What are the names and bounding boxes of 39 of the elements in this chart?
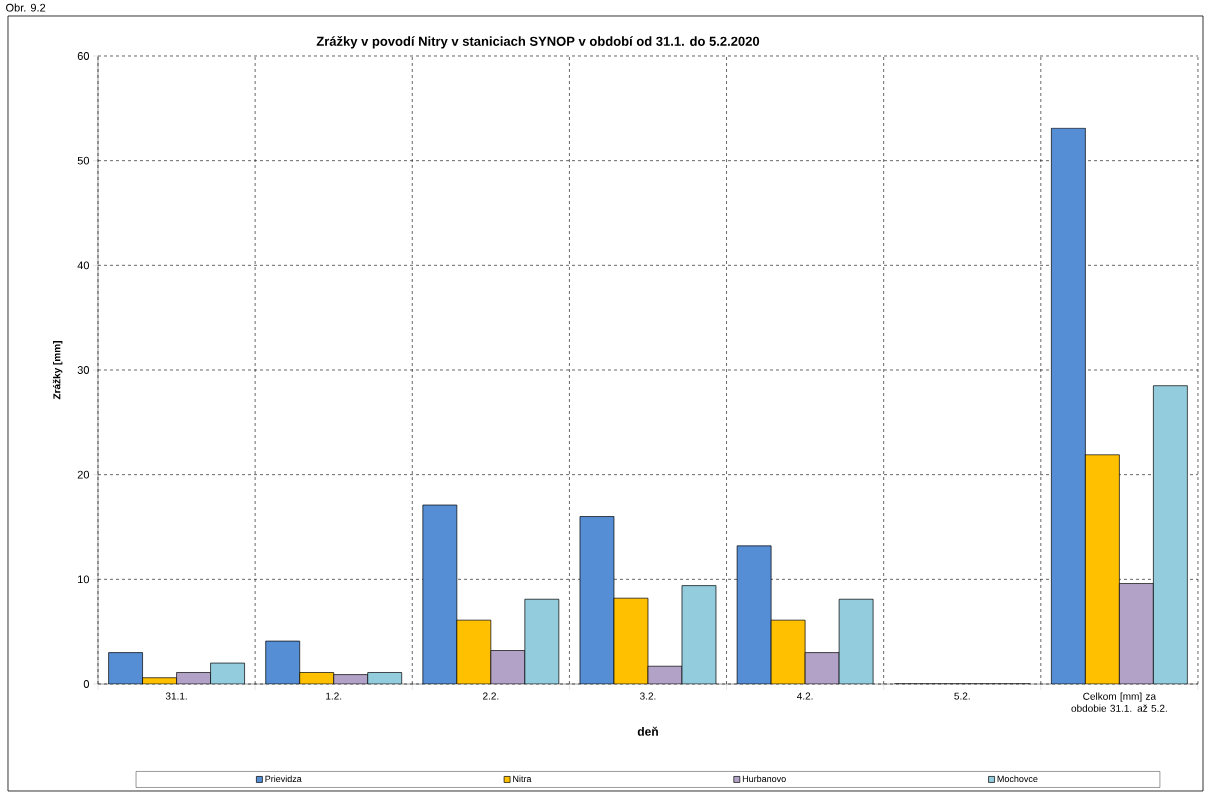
x-tick-label: 5.2. [954,692,970,700]
bar [681,585,716,684]
y-tick-label: 20 [77,470,90,479]
bar [1119,583,1154,684]
x-tick-label: 2.2. [483,692,499,700]
y-axis-title: Zrážky [mm] [52,341,63,400]
bar [1153,385,1188,684]
bar [805,652,840,684]
bar [1051,127,1086,684]
x-axis-title: deň [637,726,658,736]
x-tick-label: Celkom [mm] za obdobie 31.1. až 5.2. [1071,692,1167,712]
y-tick-label: 60 [77,52,90,60]
bar [422,505,457,684]
bar [1085,454,1120,684]
bar [771,620,806,684]
x-tick-label: 4.2. [797,692,813,700]
bar [524,599,559,684]
y-tick-label: 50 [77,156,90,165]
bar [613,598,648,684]
legend-label: Hurbanovo [742,775,786,783]
y-tick-label: 10 [78,575,90,584]
y-tick-label: 30 [77,366,90,374]
x-tick-label: 1.2. [326,692,342,700]
legend-label: Prievidza [265,775,302,783]
x-tick-label: 3.2. [640,692,656,700]
bar [579,516,614,684]
y-tick-label: 40 [77,261,90,270]
bar [265,641,300,684]
bar [108,652,143,684]
legend-label: Mochovce [997,775,1038,783]
bar [737,545,772,684]
bar [490,650,525,684]
legend-label: Nitra [513,775,532,783]
x-tick-label: 31.1. [165,692,187,700]
bar [456,620,491,684]
text: Obr. 9.2 [6,3,46,12]
bar [839,599,874,684]
chart-title: Zrážky v povodí Nitry v staniciach SYNOP v období od 31.1. do 5.2.2020 [316,36,760,49]
y-tick-label: 0 [83,680,90,688]
